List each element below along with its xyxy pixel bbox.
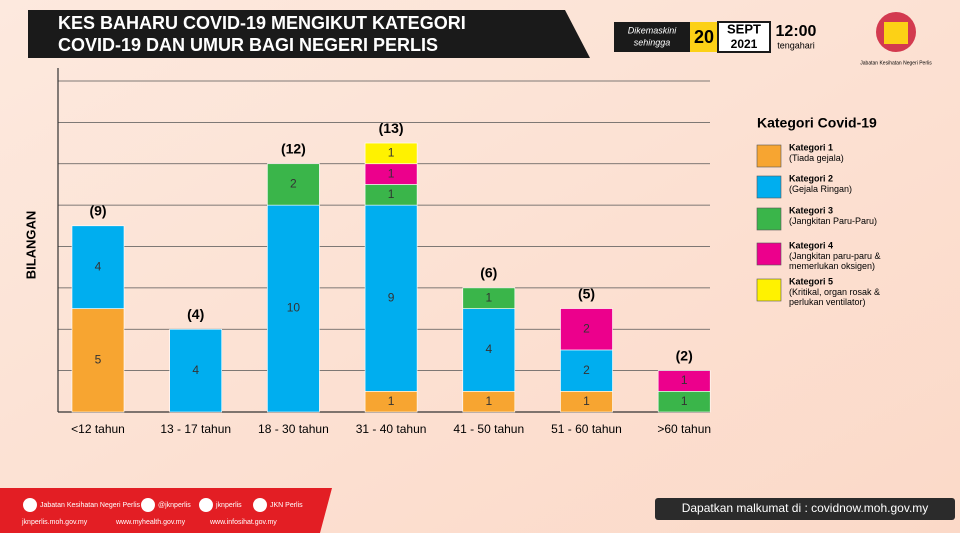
title-line: KES BAHARU COVID-19 MENGIKUT KATEGORI xyxy=(58,13,466,33)
segment-label: 1 xyxy=(681,373,688,387)
total-label: (2) xyxy=(676,347,693,363)
segment-label: 4 xyxy=(192,363,199,377)
social-icon xyxy=(253,498,267,512)
total-label: (4) xyxy=(187,306,204,322)
segment-label: 5 xyxy=(95,352,102,366)
legend-label: Kategori 5 xyxy=(789,276,833,286)
legend-label: Kategori 3 xyxy=(789,205,833,215)
title-banner xyxy=(28,10,590,58)
segment-label: 1 xyxy=(388,166,395,180)
bar-segment xyxy=(657,370,711,392)
year: 2021 xyxy=(731,37,758,51)
segment-label: 1 xyxy=(583,394,590,408)
social-icon xyxy=(141,498,155,512)
legend-swatch xyxy=(756,144,782,168)
bar-segment xyxy=(267,204,320,413)
day-box xyxy=(690,22,718,52)
x-tick-label: 51 - 60 tahun xyxy=(551,422,622,436)
logo xyxy=(884,22,908,44)
footer-info: Dapatkan malkumat di : covidnow.moh.gov.… xyxy=(682,501,929,515)
footer-band xyxy=(0,488,332,533)
x-tick-label: 31 - 40 tahun xyxy=(356,422,427,436)
x-tick-label: 41 - 50 tahun xyxy=(453,422,524,436)
legend-description: (Gejala Ringan) xyxy=(789,184,852,194)
update-label: Dikemaskini xyxy=(628,25,678,35)
legend-description: (Jangkitan paru-paru & memerlukan oksigen… xyxy=(789,251,881,271)
segment-label: 1 xyxy=(485,394,492,408)
time-label: tengahari xyxy=(777,40,815,50)
segment-label: 2 xyxy=(583,363,590,377)
social-icon xyxy=(199,498,213,512)
bar-segment xyxy=(364,142,418,165)
legend-swatch xyxy=(756,278,782,302)
bar-segment xyxy=(71,308,125,413)
segment-label: 1 xyxy=(388,146,395,160)
month: SEPT xyxy=(727,21,761,36)
segment-label: 2 xyxy=(290,177,297,191)
y-axis-label: BILANGAN xyxy=(23,211,38,280)
legend-label: Kategori 2 xyxy=(789,173,833,183)
total-label: (5) xyxy=(578,285,595,301)
segment-label: 1 xyxy=(485,290,492,304)
segment-label: 10 xyxy=(287,301,301,315)
x-tick-label: 18 - 30 tahun xyxy=(258,422,329,436)
bar-segment xyxy=(462,308,516,392)
segment-label: 1 xyxy=(388,394,395,408)
footer-info-box xyxy=(655,498,955,520)
social-label: Jabatan Kesihatan Negeri Perlis xyxy=(40,502,141,509)
legend-title: Kategori Covid-19 xyxy=(757,115,877,131)
legend-description: (Jangkitan Paru-Paru) xyxy=(789,216,877,226)
legend-label: Kategori 1 xyxy=(789,142,833,152)
date-box xyxy=(717,21,771,53)
bar-segment xyxy=(169,328,222,413)
total-label: (6) xyxy=(480,265,497,281)
segment-label: 2 xyxy=(583,321,590,335)
total-label: (9) xyxy=(89,203,106,219)
bar-segment xyxy=(560,349,613,392)
x-tick-label: >60 tahun xyxy=(657,422,711,436)
legend-swatch xyxy=(756,242,782,266)
total-label: (13) xyxy=(379,120,404,136)
update-box xyxy=(614,22,690,52)
social-label: jknperlis xyxy=(215,502,242,509)
x-tick-label: 13 - 17 tahun xyxy=(160,422,231,436)
segment-label: 9 xyxy=(388,290,395,304)
social-label: @jknperlis xyxy=(158,502,191,509)
bar-segment xyxy=(560,308,613,351)
plot: <12 tahun 5 4 (9) 13 - 17 tahun 4 (4) 18 - 30 t… xyxy=(21,68,881,526)
bar-segment xyxy=(71,225,125,309)
bar-segment xyxy=(267,163,320,206)
website: www.myhealth.gov.my xyxy=(115,519,186,526)
segment-label: 1 xyxy=(681,394,688,408)
legend-swatch xyxy=(756,207,782,231)
segment-label: 1 xyxy=(388,187,395,201)
legend-swatch xyxy=(756,175,782,199)
legend-label: Kategori 4 xyxy=(789,240,833,250)
legend-description: (Tiada gejala) xyxy=(789,153,844,163)
website: jknperlis.moh.gov.my xyxy=(21,519,88,526)
time: 12:00 xyxy=(776,23,817,40)
logo-text: Jabatan Kesihatan Negeri Perlis xyxy=(860,60,932,66)
day: 20 xyxy=(694,27,714,47)
bar-segment xyxy=(462,287,516,309)
legend-description: (Kritikal, organ rosak & perlukan ventila… xyxy=(789,287,880,307)
update-label: sehingga xyxy=(634,37,671,47)
x-tick-label: <12 tahun xyxy=(71,422,125,436)
segment-label: 4 xyxy=(485,342,492,356)
total-label: (12) xyxy=(281,140,306,156)
segment-label: 4 xyxy=(95,259,102,273)
title-line: COVID-19 DAN UMUR BAGI NEGERI PERLIS xyxy=(58,35,438,55)
website: www.infosihat.gov.my xyxy=(209,519,277,526)
bar-segment xyxy=(364,204,418,392)
social-icon xyxy=(23,498,37,512)
social-label: JKN Perlis xyxy=(270,502,303,509)
